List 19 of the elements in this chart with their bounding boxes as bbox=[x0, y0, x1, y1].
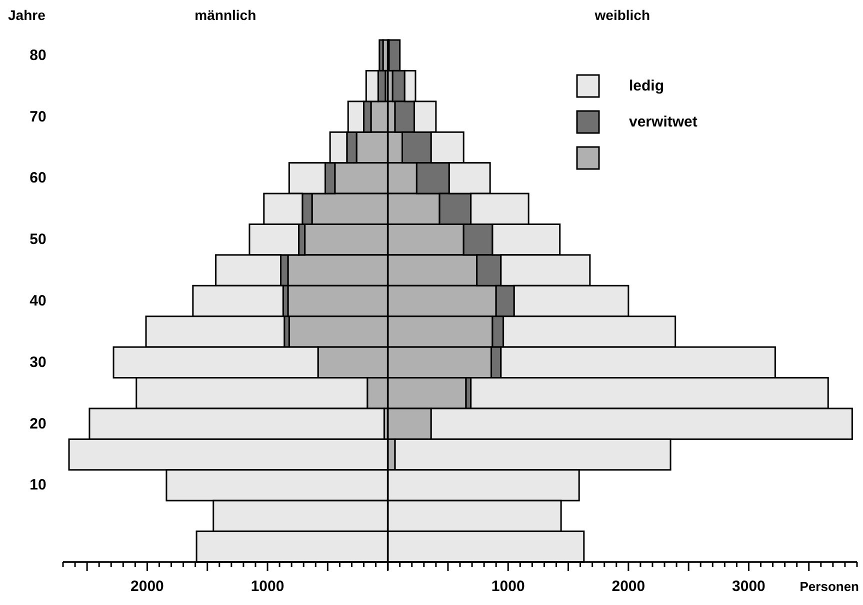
x-tick-label: 1000 bbox=[491, 578, 525, 595]
y-tick-label: 60 bbox=[30, 170, 46, 187]
legend-label: verwitwet bbox=[629, 114, 698, 130]
text: weiblich bbox=[594, 7, 650, 23]
x-tick-label: 2000 bbox=[612, 578, 646, 595]
y-tick-label: 10 bbox=[30, 476, 46, 494]
x-tick-label: 3000 bbox=[732, 578, 766, 595]
y-tick-label: 30 bbox=[30, 354, 46, 371]
legend-label: ledig bbox=[629, 78, 664, 94]
x-tick-label: 2000 bbox=[130, 578, 164, 595]
y-tick-label: 50 bbox=[30, 231, 46, 248]
y-tick-label: 20 bbox=[30, 415, 46, 432]
y-axis-title: Jahre bbox=[8, 7, 46, 23]
y-tick-label: 70 bbox=[30, 108, 46, 126]
y-tick-label: 40 bbox=[30, 292, 46, 310]
y-tick-label: 80 bbox=[30, 46, 46, 64]
x-tick-label: 1000 bbox=[250, 578, 284, 595]
x-axis-title: Personen bbox=[800, 579, 860, 594]
text: männlich bbox=[194, 7, 256, 23]
